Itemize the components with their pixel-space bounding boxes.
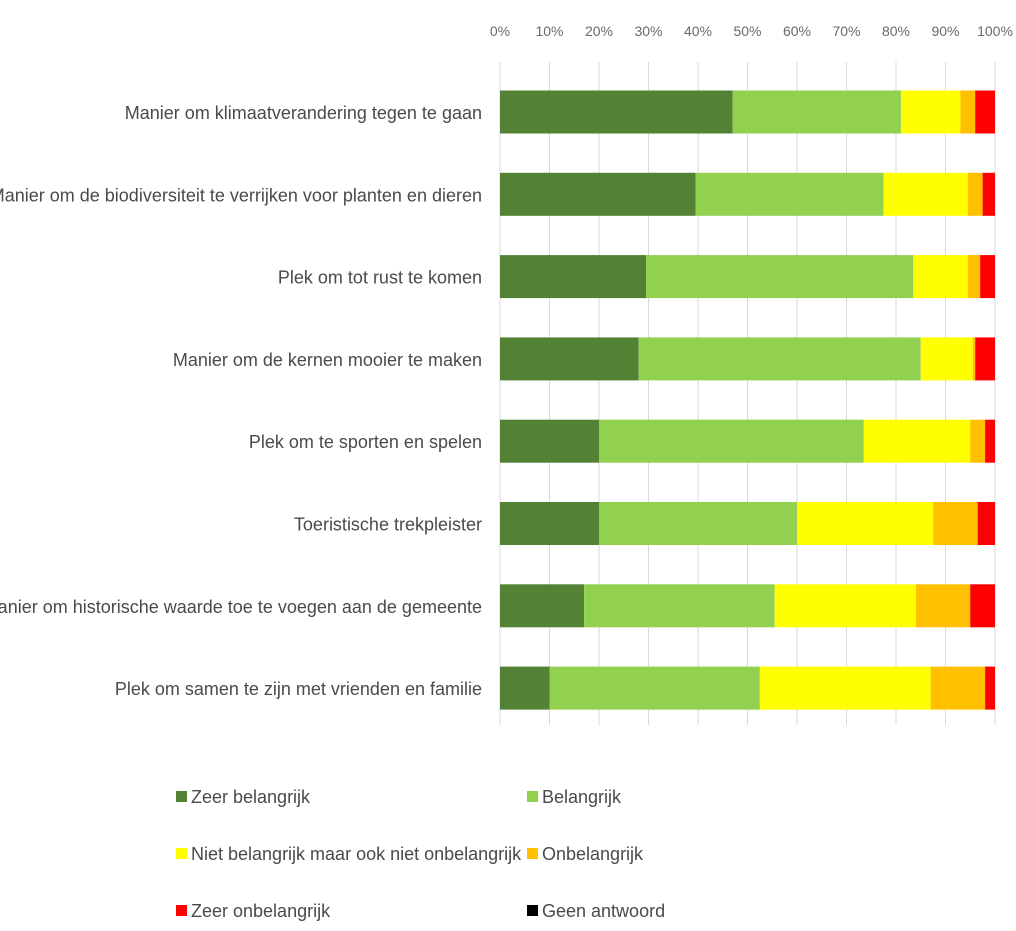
x-axis-ticks: 0% 10% 20% 30% 40% 50% 60% 70% 80% 90% 100%	[490, 23, 1013, 39]
bar-segment-4-2	[863, 419, 971, 463]
legend-swatch-5	[527, 905, 538, 916]
x-tick-label-7: 70%	[832, 23, 860, 39]
x-tick-label-9: 90%	[931, 23, 959, 39]
legend-swatch-1	[527, 791, 538, 802]
bar-segment-2-3	[967, 255, 981, 299]
bar-segment-0-1	[732, 90, 901, 134]
legend-label-2: Niet belangrijk maar ook niet onbelangri…	[191, 844, 522, 864]
category-label-3: Manier om de kernen mooier te maken	[173, 350, 482, 370]
legend-item-2: Niet belangrijk maar ook niet onbelangri…	[176, 844, 522, 864]
category-labels: Manier om klimaatverandering tegen te ga…	[0, 103, 482, 699]
bar-segment-2-2	[913, 255, 968, 299]
legend-label-3: Onbelangrijk	[542, 844, 644, 864]
x-tick-label-4: 40%	[684, 23, 712, 39]
category-label-2: Plek om tot rust te komen	[278, 268, 482, 288]
bar-segment-0-0	[500, 90, 733, 134]
category-label-7: Plek om samen te zijn met vrienden en fa…	[115, 679, 482, 699]
legend-swatch-4	[176, 905, 187, 916]
bar-segment-0-3	[960, 90, 976, 134]
bar-segment-5-4	[977, 502, 995, 545]
bar-segment-3-0	[500, 337, 639, 381]
bar-segment-2-4	[980, 255, 995, 299]
bar-segment-0-2	[900, 90, 961, 134]
bar-segment-5-3	[933, 502, 978, 545]
bar-segment-3-4	[975, 337, 995, 381]
bar-segment-1-4	[982, 172, 995, 216]
legend-swatch-0	[176, 791, 187, 802]
legend-item-4: Zeer onbelangrijk	[176, 901, 331, 921]
legend-item-1: Belangrijk	[527, 787, 622, 807]
x-tick-label-2: 20%	[585, 23, 613, 39]
category-label-6: Manier om historische waarde toe te voeg…	[0, 597, 482, 617]
bar-segment-3-3	[972, 337, 976, 381]
bar-segment-1-3	[967, 172, 983, 216]
bar-segment-7-1	[549, 666, 760, 710]
bar-segment-6-1	[584, 584, 775, 628]
x-tick-label-1: 10%	[535, 23, 563, 39]
bar-segment-1-1	[695, 172, 884, 216]
bar-segment-2-0	[500, 255, 647, 299]
legend-label-0: Zeer belangrijk	[191, 787, 311, 807]
legend-item-3: Onbelangrijk	[527, 844, 644, 864]
category-label-0: Manier om klimaatverandering tegen te ga…	[125, 103, 482, 123]
bar-segment-7-2	[759, 666, 931, 710]
x-tick-label-10: 100%	[977, 23, 1013, 39]
bar-segment-2-1	[646, 255, 914, 299]
bar-segment-7-4	[985, 666, 995, 710]
legend: Zeer belangrijk Belangrijk Niet belangrijk…	[176, 787, 665, 921]
x-tick-label-3: 30%	[634, 23, 662, 39]
bar-segment-3-1	[638, 337, 921, 381]
legend-item-5: Geen antwoord	[527, 901, 665, 921]
bar-segment-7-3	[930, 666, 986, 710]
category-label-4: Plek om te sporten en spelen	[249, 432, 482, 452]
category-label-1: Manier om de biodiversiteit te verrijken…	[0, 185, 482, 205]
bar-segment-4-4	[985, 419, 995, 463]
x-tick-label-6: 60%	[783, 23, 811, 39]
legend-item-0: Zeer belangrijk	[176, 787, 311, 807]
bar-segment-3-2	[920, 337, 973, 381]
bar-segment-4-1	[599, 419, 864, 463]
x-tick-label-5: 50%	[733, 23, 761, 39]
bar-segment-4-3	[970, 419, 986, 463]
bar-segment-6-4	[970, 584, 995, 628]
x-tick-label-8: 80%	[882, 23, 910, 39]
bar-segment-5-2	[797, 502, 934, 545]
bar-segment-1-0	[500, 172, 696, 216]
bar-segment-4-0	[500, 419, 599, 463]
legend-label-5: Geen antwoord	[542, 901, 665, 921]
x-tick-label-0: 0%	[490, 23, 510, 39]
legend-swatch-2	[176, 848, 187, 859]
bar-segment-6-0	[500, 584, 585, 628]
bar-segment-0-4	[975, 90, 995, 134]
bars	[500, 90, 995, 710]
bar-segment-5-0	[500, 502, 599, 545]
bar-segment-7-0	[500, 666, 550, 710]
category-label-5: Toeristische trekpleister	[294, 515, 482, 535]
legend-label-1: Belangrijk	[542, 787, 622, 807]
legend-swatch-3	[527, 848, 538, 859]
bar-segment-1-2	[883, 172, 968, 216]
legend-label-4: Zeer onbelangrijk	[191, 901, 331, 921]
bar-segment-6-2	[774, 584, 916, 628]
bar-segment-5-1	[599, 502, 797, 545]
bar-segment-6-3	[915, 584, 971, 628]
